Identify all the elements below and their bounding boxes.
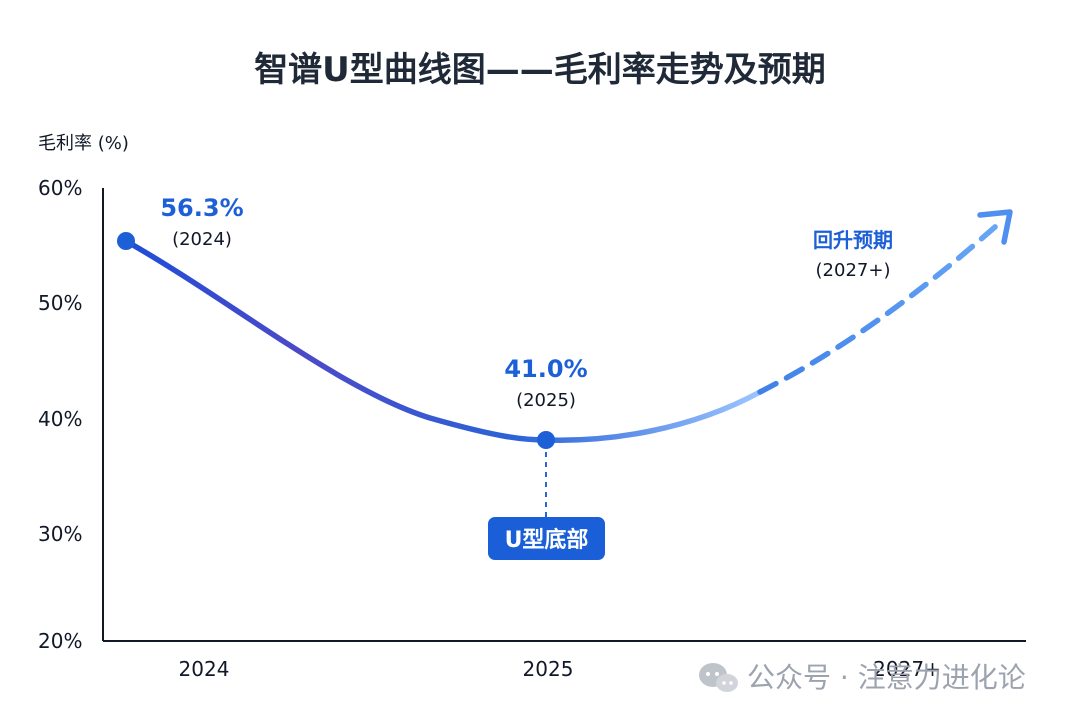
value-label-2025: 41.0% (504, 355, 587, 383)
watermark: 公众号 · 注意力进化论 (699, 661, 1026, 694)
y-tick-60: 60% (38, 176, 82, 200)
forecast-label: 回升预期 (813, 228, 893, 252)
u-bottom-badge-label: U型底部 (505, 527, 589, 553)
x-axis-ticks: 2024 2025 2027+ (179, 657, 941, 681)
x-tick-2025: 2025 (523, 657, 574, 681)
y-tick-30: 30% (38, 522, 82, 546)
u-bottom-badge: U型底部 (488, 517, 605, 560)
forecast-trend-line (757, 216, 1007, 395)
x-tick-2024: 2024 (179, 657, 230, 681)
y-tick-40: 40% (38, 407, 82, 431)
y-axis-ticks: 60% 50% 40% 30% 20% (38, 176, 82, 653)
year-label-2025: (2025) (516, 390, 576, 411)
y-tick-50: 50% (38, 291, 82, 315)
historical-trend-line (123, 238, 763, 443)
wechat-icon (699, 663, 738, 692)
x-tick-2027plus: 2027+ (873, 657, 941, 681)
watermark-text: 公众号 · 注意力进化论 (747, 661, 1026, 694)
data-point-2024 (117, 232, 135, 250)
y-tick-20: 20% (38, 629, 82, 653)
chart-title: 智谱U型曲线图——毛利率走势及预期 (254, 50, 826, 90)
data-point-2025 (537, 431, 555, 449)
data-points-layer: 56.3% (2024) 41.0% (2025) (117, 194, 588, 449)
forecast-sublabel: (2027+) (816, 260, 891, 281)
forecast-arrow-icon (977, 209, 1013, 245)
year-label-2024: (2024) (172, 229, 232, 250)
y-axis-label: 毛利率 (%) (38, 133, 129, 154)
value-label-2024: 56.3% (160, 194, 243, 222)
